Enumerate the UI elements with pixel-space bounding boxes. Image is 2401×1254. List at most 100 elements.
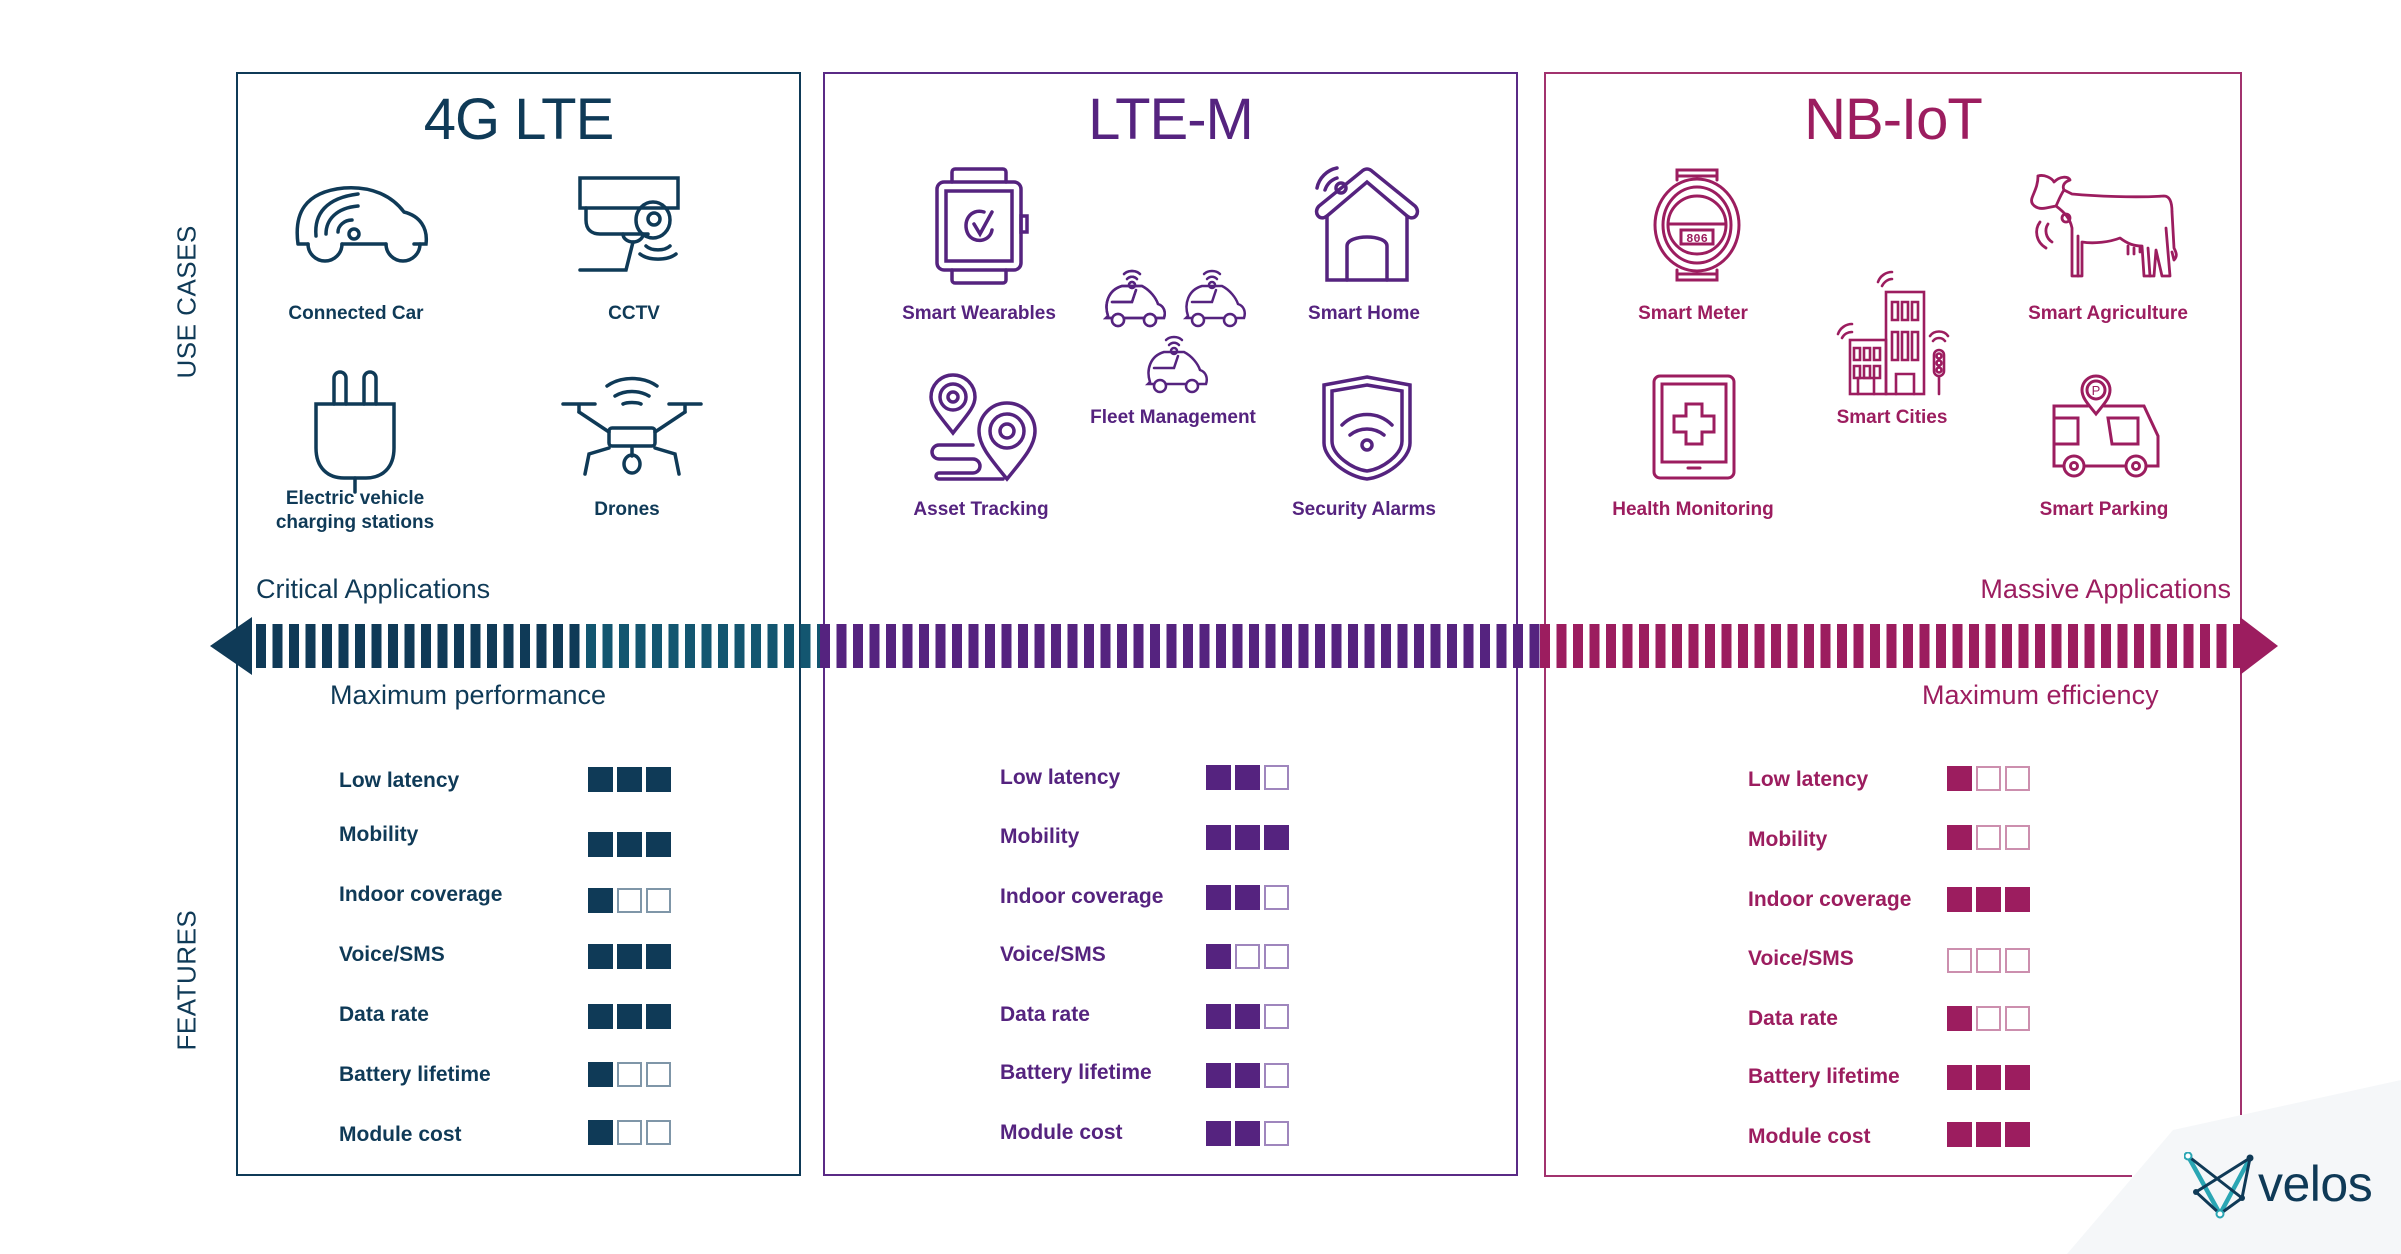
rating-square-filled — [646, 944, 671, 969]
feature-rating-nb-iot — [1947, 1006, 2030, 1031]
svg-text:P: P — [2092, 383, 2101, 398]
rating-square-filled — [646, 767, 671, 792]
feature-rating-nb-iot — [1947, 766, 2030, 791]
feature-rating-lte-m — [1206, 1121, 1289, 1146]
title-4g-lte: 4G LTE — [423, 87, 615, 152]
rating-square-filled — [588, 1004, 613, 1029]
feature-rating-nb-iot — [1947, 1122, 2030, 1147]
rating-square-filled — [588, 888, 613, 913]
rating-square-empty — [1264, 765, 1289, 790]
feature-label-nb-iot: Indoor coverage — [1748, 888, 1912, 911]
feature-label-4g-lte: Data rate — [339, 1003, 429, 1026]
spectrum-bar-4g-dark — [256, 624, 586, 668]
feature-rating-4g-lte — [588, 888, 671, 913]
rating-square-filled — [1264, 825, 1289, 850]
rating-square-filled — [617, 944, 642, 969]
critical-applications-label: Critical Applications — [256, 574, 491, 604]
rating-square-empty — [1264, 944, 1289, 969]
rating-square-empty — [1976, 948, 2001, 973]
feature-rating-lte-m — [1206, 765, 1289, 790]
feature-rating-4g-lte — [588, 944, 671, 969]
city-buildings-icon — [1834, 270, 1950, 396]
right-arrowhead-icon — [2240, 617, 2278, 675]
feature-label-nb-iot: Mobility — [1748, 828, 1828, 851]
feature-label-4g-lte: Battery lifetime — [339, 1063, 491, 1086]
feature-rating-lte-m — [1206, 1004, 1289, 1029]
spectrum-bar-nb-iot — [1540, 624, 2240, 668]
use-case-label-asset-tracking: Asset Tracking — [913, 499, 1049, 520]
rating-square-filled — [588, 767, 613, 792]
feature-label-4g-lte: Mobility — [339, 823, 419, 846]
rating-square-filled — [588, 1062, 613, 1087]
rating-square-filled — [1206, 825, 1231, 850]
rating-square-filled — [1206, 1004, 1231, 1029]
feature-rating-lte-m — [1206, 825, 1289, 850]
rating-square-empty — [1264, 1063, 1289, 1088]
features-axis-label: FEATURES — [171, 909, 202, 1051]
rating-square-filled — [1206, 885, 1231, 910]
rating-square-filled — [1976, 1122, 2001, 1147]
drone-icon — [561, 376, 703, 480]
rating-square-filled — [588, 1120, 613, 1145]
connected-car-icon — [294, 184, 430, 270]
ev-plug-icon — [312, 370, 398, 494]
feature-rating-nb-iot — [1947, 948, 2030, 973]
rating-square-filled — [1947, 1122, 1972, 1147]
rating-square-filled — [1947, 887, 1972, 912]
rating-square-empty — [1235, 944, 1260, 969]
smart-meter-icon: 806 — [1653, 168, 1741, 282]
rating-square-filled — [617, 1004, 642, 1029]
cow-icon — [2024, 172, 2184, 278]
feature-label-nb-iot: Low latency — [1748, 768, 1869, 791]
use-case-label-smart-home: Smart Home — [1308, 303, 1420, 324]
use-case-label-fleet-management: Fleet Management — [1090, 407, 1256, 428]
spectrum-bar-4g-teal — [586, 624, 820, 668]
velos-logo-mark-icon — [2184, 1152, 2254, 1219]
use-case-label-ev-charging-line-2: charging stations — [275, 512, 435, 533]
rating-square-empty — [617, 888, 642, 913]
rating-square-empty — [1976, 1006, 2001, 1031]
location-pins-icon — [929, 373, 1045, 482]
rating-square-empty — [646, 1062, 671, 1087]
velos-logo: velos — [2184, 1152, 2384, 1222]
feature-rating-nb-iot — [1947, 887, 2030, 912]
feature-rating-lte-m — [1206, 944, 1289, 969]
feature-label-nb-iot: Module cost — [1748, 1125, 1871, 1148]
feature-rating-4g-lte — [588, 1120, 671, 1145]
left-arrowhead-icon — [210, 617, 252, 675]
feature-label-lte-m: Voice/SMS — [1000, 943, 1106, 966]
use-case-label-ev-charging-line-1: Electric vehicle — [285, 488, 425, 509]
rating-square-empty — [2005, 766, 2030, 791]
title-lte-m: LTE-M — [1088, 87, 1254, 152]
rating-square-empty — [1264, 885, 1289, 910]
fleet-cars-icon — [1102, 268, 1252, 396]
cctv-camera-icon — [578, 176, 680, 276]
feature-label-4g-lte: Indoor coverage — [339, 883, 503, 906]
rating-square-filled — [1947, 1065, 1972, 1090]
feature-label-lte-m: Data rate — [1000, 1003, 1090, 1026]
rating-square-filled — [646, 832, 671, 857]
feature-label-nb-iot: Battery lifetime — [1748, 1065, 1900, 1088]
maximum-efficiency-label: Maximum efficiency — [1922, 680, 2159, 710]
health-tablet-icon — [1652, 374, 1736, 480]
rating-square-empty — [2005, 825, 2030, 850]
feature-label-4g-lte: Low latency — [339, 769, 460, 792]
rating-square-filled — [2005, 1065, 2030, 1090]
svg-text:806: 806 — [1686, 232, 1708, 246]
rating-square-filled — [646, 1004, 671, 1029]
feature-label-4g-lte: Voice/SMS — [339, 943, 445, 966]
use-case-label-connected-car: Connected Car — [288, 303, 424, 324]
feature-label-lte-m: Module cost — [1000, 1121, 1123, 1144]
use-cases-axis-label: USE CASES — [171, 225, 202, 379]
use-case-label-cctv: CCTV — [608, 303, 660, 324]
smart-home-icon — [1311, 166, 1420, 282]
rating-square-filled — [1235, 825, 1260, 850]
rating-square-empty — [2005, 948, 2030, 973]
rating-square-filled — [1947, 825, 1972, 850]
rating-square-filled — [1206, 1121, 1231, 1146]
spectrum-bar-lte-m — [820, 624, 1540, 668]
nb-iot-right-border — [2240, 72, 2242, 1115]
use-case-label-smart-parking: Smart Parking — [2039, 499, 2169, 520]
rating-square-empty — [1264, 1121, 1289, 1146]
maximum-performance-label: Maximum performance — [330, 680, 607, 710]
